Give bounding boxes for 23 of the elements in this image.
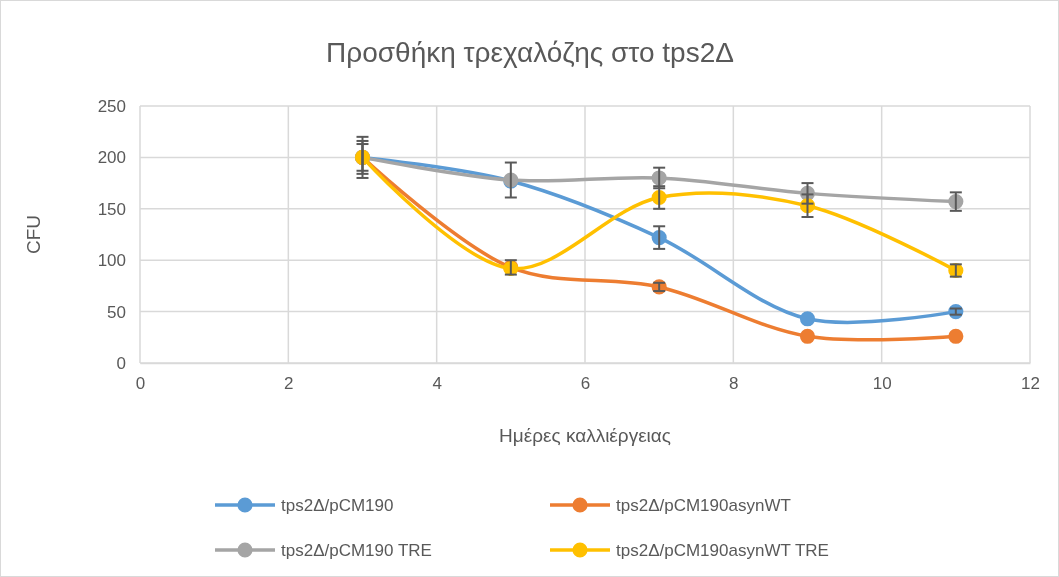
legend-label: tps2Δ/pCM190asynWT TRE	[616, 541, 829, 560]
x-tick-label: 12	[1021, 374, 1040, 394]
y-tick-label: 0	[116, 353, 126, 373]
legend-label: tps2Δ/pCM190	[281, 496, 394, 515]
legend-label: tps2Δ/pCM190asynWT	[616, 496, 791, 515]
point	[948, 328, 964, 344]
y-tick-label: 50	[107, 302, 126, 322]
x-tick-label: 6	[580, 374, 591, 394]
x-tick-label: 4	[432, 374, 442, 394]
x-tick-label: 2	[284, 374, 294, 394]
point	[799, 328, 816, 344]
x-axis-title: Ημέρες καλλιέργειας	[499, 425, 671, 446]
point	[799, 311, 816, 327]
legend-label: tps2Δ/pCM190 TRE	[281, 541, 432, 560]
y-axis-title: CFU	[23, 214, 44, 255]
x-tick-label: 10	[872, 374, 892, 394]
x-tick-label: 8	[729, 374, 739, 394]
y-tick-label: 250	[97, 96, 126, 116]
y-tick-label: 100	[97, 251, 126, 271]
y-tick-label: 200	[97, 148, 126, 168]
y-tick-label: 150	[97, 199, 126, 219]
chart-title: Προσθήκη τρεχαλόζης στο tps2Δ	[326, 37, 734, 68]
x-tick-label: 0	[135, 374, 146, 394]
